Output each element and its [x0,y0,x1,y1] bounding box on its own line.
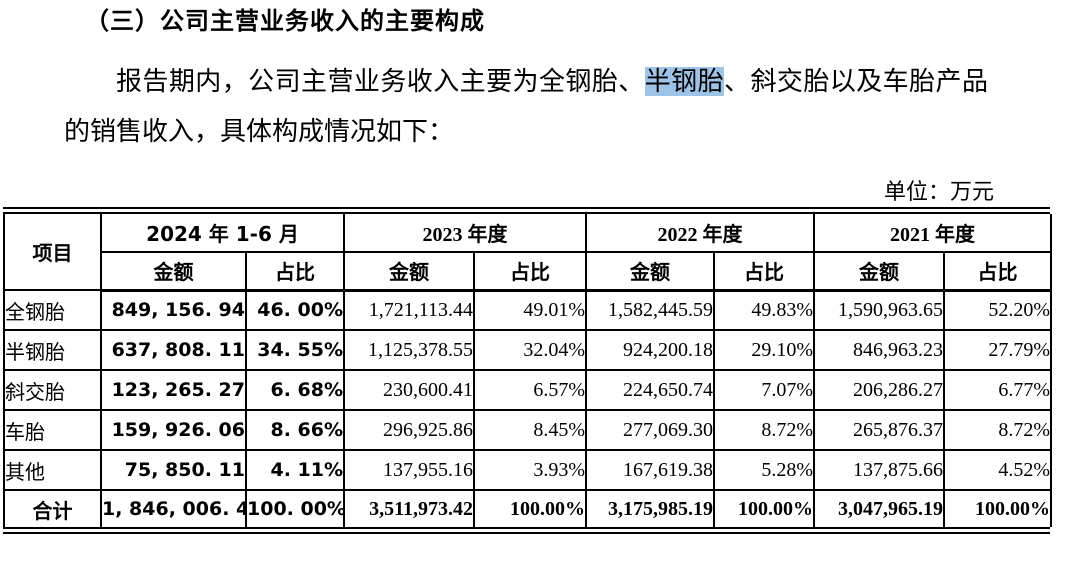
row-label: 其他 [3,449,102,491]
row-label: 半钢胎 [3,329,102,371]
amount-cell: 1,582,445.59 [585,289,715,331]
paragraph-text-after: 、斜交胎以及车胎产品的销售收入，具体构成情况如下： [64,67,988,146]
intro-paragraph: 报告期内，公司主营业务收入主要为全钢胎、半钢胎、斜交胎以及车胎产品的销售收入，具… [64,57,988,157]
ratio-cell: 8. 66% [245,409,345,451]
header-amount-2024: 金额 [100,251,247,292]
header-ratio-2024: 占比 [245,251,345,292]
table-row: 半钢胎 637, 808. 11 34. 55% 1,125,378.55 32… [3,329,1052,371]
ratio-cell: 8.72% [713,409,815,451]
row-label: 斜交胎 [3,369,102,411]
ratio-cell: 49.01% [473,289,587,331]
table-row: 车胎 159, 926. 06 8. 66% 296,925.86 8.45% … [3,409,1052,451]
amount-cell: 230,600.41 [343,369,475,411]
highlighted-term: 半钢胎 [644,67,725,96]
header-ratio-2022: 占比 [713,251,815,292]
revenue-composition-table: 项目 2024 年 1-6 月 2023 年度 2022 年度 2021 年度 … [3,214,1052,527]
unit-label: 单位：万元 [883,179,994,204]
ratio-cell: 100. 00% [245,489,345,527]
header-period-2023: 2023 年度 [343,214,587,253]
header-amount-2023: 金额 [343,251,475,292]
ratio-cell: 100.00% [713,489,815,527]
ratio-cell: 8.72% [943,409,1052,451]
amount-cell: 167,619.38 [585,449,715,491]
ratio-cell: 52.20% [943,289,1052,331]
table-header-row-periods: 项目 2024 年 1-6 月 2023 年度 2022 年度 2021 年度 [3,214,1052,291]
ratio-cell: 3.93% [473,449,587,491]
header-period-2022: 2022 年度 [585,214,815,253]
amount-cell: 1,721,113.44 [343,289,475,331]
header-ratio-2023: 占比 [473,251,587,292]
ratio-cell: 46. 00% [245,289,345,331]
header-period-2024: 2024 年 1-6 月 [100,214,345,253]
ratio-cell: 7.07% [713,369,815,411]
amount-cell: 3,047,965.19 [813,489,945,527]
header-item: 项目 [3,214,102,291]
table-row: 其他 75, 850. 11 4. 11% 137,955.16 3.93% 1… [3,449,1052,491]
amount-cell: 137,955.16 [343,449,475,491]
ratio-cell: 100.00% [943,489,1052,527]
ratio-cell: 27.79% [943,329,1052,371]
ratio-cell: 6.57% [473,369,587,411]
header-amount-2022: 金额 [585,251,715,292]
amount-cell: 637, 808. 11 [100,329,247,371]
amount-cell: 277,069.30 [585,409,715,451]
ratio-cell: 6.77% [943,369,1052,411]
amount-cell: 137,875.66 [813,449,945,491]
ratio-cell: 5.28% [713,449,815,491]
amount-cell: 1,125,378.55 [343,329,475,371]
amount-cell: 123, 265. 27 [100,369,247,411]
table-wrapper: 项目 2024 年 1-6 月 2023 年度 2022 年度 2021 年度 … [3,207,1052,534]
ratio-cell: 32.04% [473,329,587,371]
amount-cell: 849, 156. 94 [100,289,247,331]
table-row-total: 合计 1, 846, 006. 49 100. 00% 3,511,973.42… [3,489,1052,527]
amount-cell: 1,590,963.65 [813,289,945,331]
paragraph-text-before: 报告期内，公司主营业务收入主要为全钢胎、 [116,67,645,96]
table-header-row-measures: 金额 占比 金额 占比 金额 占比 金额 占比 [4,251,1052,292]
ratio-cell: 4. 11% [245,449,345,491]
table-row: 斜交胎 123, 265. 27 6. 68% 230,600.41 6.57%… [3,369,1052,411]
amount-cell: 75, 850. 11 [100,449,247,491]
amount-cell: 1, 846, 006. 49 [100,489,247,527]
amount-cell: 159, 926. 06 [100,409,247,451]
ratio-cell: 4.52% [943,449,1052,491]
row-label: 全钢胎 [3,289,102,331]
amount-cell: 3,175,985.19 [585,489,715,527]
amount-cell: 924,200.18 [585,329,715,371]
row-label: 合计 [3,489,102,527]
ratio-cell: 100.00% [473,489,587,527]
header-amount-2021: 金额 [813,251,945,292]
amount-cell: 3,511,973.42 [343,489,475,527]
amount-cell: 846,963.23 [813,329,945,371]
ratio-cell: 6. 68% [245,369,345,411]
header-ratio-2021: 占比 [943,251,1052,292]
section-heading: （三）公司主营业务收入的主要构成 [85,7,485,35]
ratio-cell: 8.45% [473,409,587,451]
amount-cell: 224,650.74 [585,369,715,411]
document-page: （三）公司主营业务收入的主要构成 报告期内，公司主营业务收入主要为全钢胎、半钢胎… [0,6,1080,562]
amount-cell: 206,286.27 [813,369,945,411]
ratio-cell: 29.10% [713,329,815,371]
amount-cell: 296,925.86 [343,409,475,451]
header-period-2021: 2021 年度 [813,214,1052,253]
ratio-cell: 49.83% [713,289,815,331]
ratio-cell: 34. 55% [245,329,345,371]
row-label: 车胎 [3,409,102,451]
table-row: 全钢胎 849, 156. 94 46. 00% 1,721,113.44 49… [3,289,1052,331]
amount-cell: 265,876.37 [813,409,945,451]
